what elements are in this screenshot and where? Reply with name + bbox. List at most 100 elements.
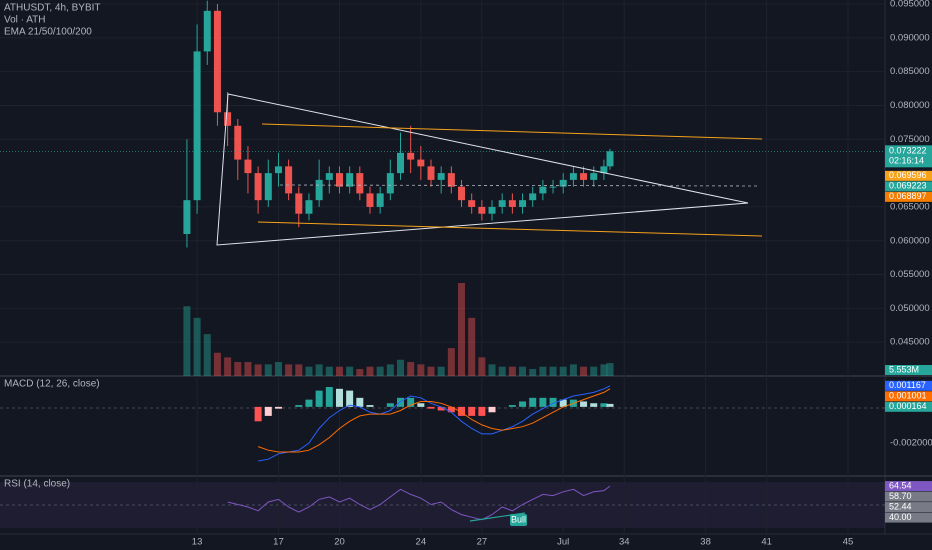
bull-badge	[510, 514, 527, 526]
volume-bar	[559, 366, 567, 376]
volume-bar	[386, 364, 394, 376]
macd-hist-bar	[295, 405, 303, 407]
y-tick-label: 0.045000	[890, 337, 930, 348]
candle-body	[366, 193, 374, 207]
volume-bar	[590, 366, 598, 376]
volume-bar	[183, 306, 191, 376]
value-tag	[885, 380, 932, 391]
candle-body	[305, 200, 313, 214]
candle-body	[285, 166, 293, 194]
volume-bar	[203, 334, 211, 376]
channel-bottom	[257, 221, 763, 237]
symbol-label: ATHUSDT, 4h, BYBIT	[4, 3, 101, 14]
volume-bar	[569, 364, 577, 376]
candle-body	[606, 151, 614, 167]
value-tag-label: 0.068897	[889, 191, 927, 201]
macd-hist-bar	[488, 406, 496, 413]
triangle-pattern	[216, 93, 749, 246]
volume-bar	[335, 366, 343, 376]
candle-body	[437, 173, 445, 180]
candle-body	[335, 173, 343, 187]
y-tick-label: 0.055000	[890, 269, 930, 280]
volume-bar	[366, 366, 374, 376]
y-tick-label: 0.080000	[890, 100, 930, 111]
candle-body	[498, 200, 506, 207]
macd-hist-bar	[254, 406, 262, 422]
volume-bar	[468, 317, 476, 376]
volume-bar	[376, 366, 384, 376]
candle-body	[244, 159, 252, 174]
x-tick-label: 34	[619, 537, 630, 548]
volume-bar	[606, 363, 614, 376]
volume-label: Vol · ATH	[4, 15, 46, 26]
volume-bar	[254, 364, 262, 376]
macd-hist-bar	[590, 403, 598, 407]
candle-body	[213, 10, 221, 113]
volume-bar	[305, 366, 313, 376]
macd-hist-bar	[478, 406, 486, 416]
value-tag-label: 0.069223	[889, 181, 927, 191]
last-price-label: 0.073222	[889, 146, 927, 156]
macd-hist-bar	[447, 406, 455, 413]
candle-body	[376, 193, 384, 207]
candle-body	[458, 186, 466, 201]
x-tick-label: 20	[334, 537, 345, 548]
macd-hist-bar	[606, 403, 614, 407]
volume-bar	[529, 369, 537, 376]
value-tag	[885, 191, 932, 202]
candle-body	[539, 186, 547, 194]
candle-body	[396, 152, 404, 174]
macd-hist-bar	[325, 387, 333, 407]
rsi-line	[227, 485, 611, 521]
candle-body	[356, 173, 364, 194]
macd-hist-bar	[407, 397, 415, 407]
macd-hist-bar	[417, 403, 425, 407]
volume-bar	[478, 357, 486, 376]
volume-bar	[447, 348, 455, 376]
volume-bar	[488, 364, 496, 376]
volume-bar	[356, 369, 364, 376]
y-tick-label: 0.065000	[890, 201, 930, 212]
channel-top	[261, 123, 763, 140]
volume-tag	[885, 365, 932, 375]
macd-hist-bar	[458, 406, 466, 416]
candle-body	[193, 51, 201, 201]
volume-bar	[458, 283, 466, 376]
candle-body	[407, 152, 415, 160]
candle-body	[559, 179, 567, 187]
volume-bar	[274, 362, 282, 376]
volume-bar	[325, 366, 333, 376]
macd-hist-bar	[427, 406, 435, 409]
volume-bar	[508, 366, 516, 376]
x-tick-label: 41	[761, 537, 772, 548]
macd-line	[258, 385, 611, 462]
value-tag	[885, 391, 932, 402]
bull-annotation: Bull	[511, 514, 526, 524]
x-tick-label: 17	[273, 537, 284, 548]
candle-body	[234, 125, 242, 160]
candle-body	[549, 186, 557, 188]
value-tag-label: 64.54	[889, 480, 912, 490]
candle-body	[569, 173, 577, 180]
candle-body	[488, 206, 496, 214]
macd-hist-bar	[600, 403, 608, 407]
x-tick-label: 27	[477, 537, 488, 548]
candle-body	[254, 173, 262, 201]
candle-body	[274, 166, 282, 174]
macd-hist-bar	[519, 401, 527, 407]
candle-body	[478, 206, 486, 214]
candle-body	[386, 173, 394, 194]
y-tick-label: 0.075000	[890, 134, 930, 145]
macd-hist-bar	[335, 388, 343, 407]
volume-bar	[234, 362, 242, 376]
candle-body	[346, 173, 354, 187]
rsi-band	[0, 482, 885, 528]
candle-body	[417, 159, 425, 167]
x-tick-label: 24	[416, 537, 427, 548]
volume-bar	[213, 352, 221, 376]
candle-body	[590, 173, 598, 180]
volume-tag-label: 5.553M	[889, 364, 919, 374]
volume-bar	[427, 366, 435, 376]
volume-bar	[519, 366, 527, 376]
value-tag	[885, 181, 932, 192]
